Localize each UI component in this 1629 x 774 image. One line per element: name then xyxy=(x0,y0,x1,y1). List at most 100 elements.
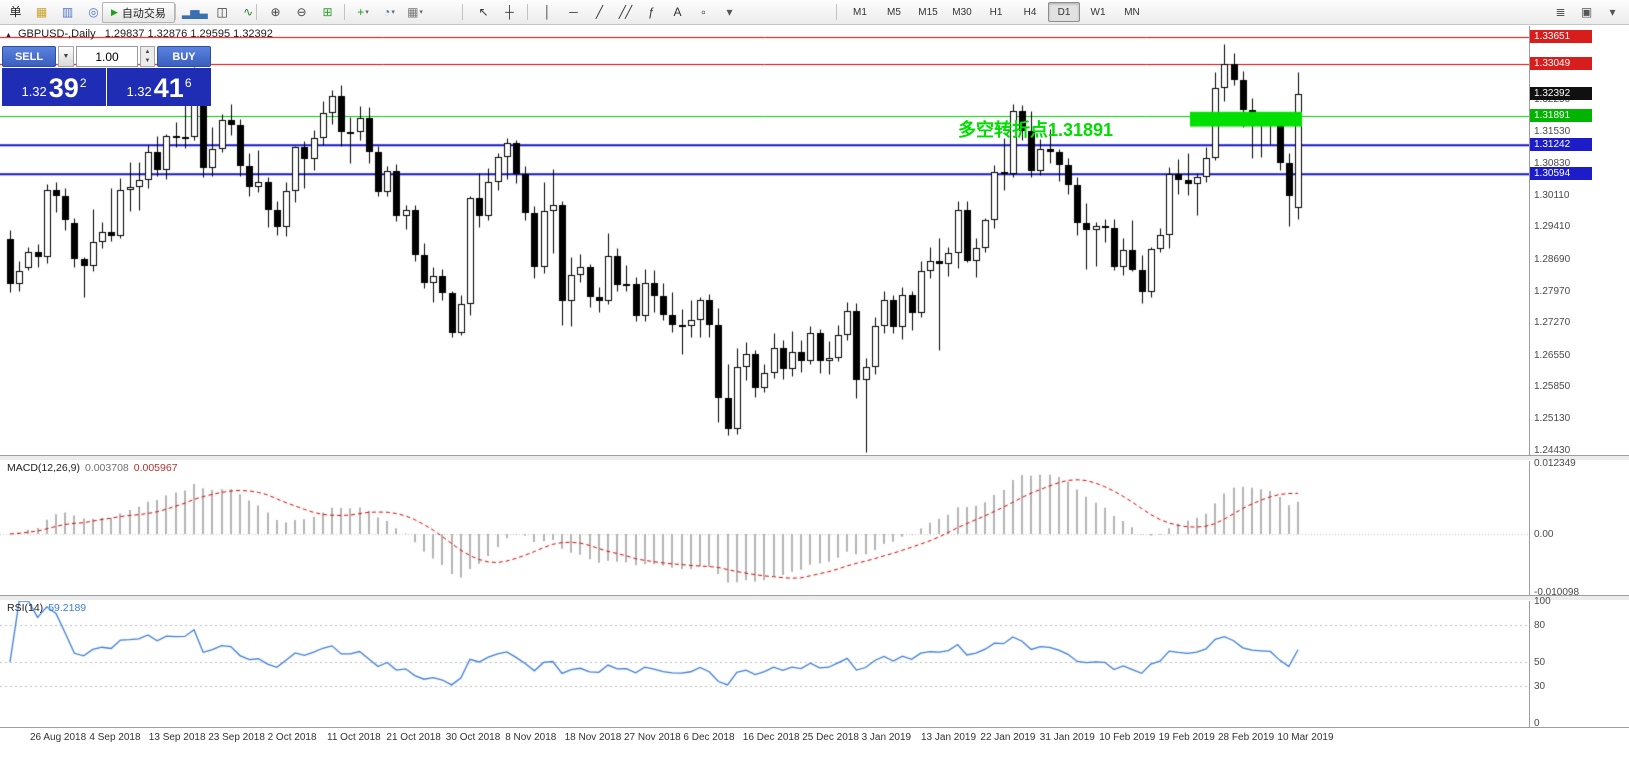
horizontal-line-icon[interactable]: ─ xyxy=(569,5,577,19)
bar-chart-icon[interactable]: ▂▅▃ xyxy=(182,5,208,19)
rsi-value: 59.2189 xyxy=(48,602,87,614)
axis-label: 1.30830 xyxy=(1534,157,1571,169)
zoom-out-icon[interactable]: ⊖ xyxy=(296,5,306,19)
objects-dropdown-icon[interactable]: ▾ xyxy=(726,5,732,19)
price-badge: 1.32392 xyxy=(1530,86,1592,100)
vertical-line-icon[interactable]: │ xyxy=(543,5,551,19)
indicators-icon-dropdown[interactable]: ▾ xyxy=(365,9,369,16)
timeframe-w1-button[interactable]: W1 xyxy=(1090,6,1106,18)
trendline-icon[interactable]: ╱ xyxy=(595,5,603,19)
axis-label: 100 xyxy=(1534,596,1551,607)
date-label: 6 Dec 2018 xyxy=(683,732,735,743)
timeframe-m15-button[interactable]: M15 xyxy=(918,6,938,18)
buy-button[interactable]: BUY xyxy=(157,46,211,67)
macd-value-2: 0.005967 xyxy=(133,462,178,474)
sell-price-box[interactable]: 1.32 39 2 xyxy=(2,68,106,106)
axis-label: 0.012349 xyxy=(1534,458,1576,469)
rsi-panel-canvas[interactable] xyxy=(0,600,1529,727)
date-label: 11 Oct 2018 xyxy=(327,732,381,743)
axis-label: 1.27970 xyxy=(1534,285,1571,297)
buy-price-big: 41 xyxy=(153,73,184,104)
timeframe-mn-button[interactable]: MN xyxy=(1124,6,1140,18)
panel-divider[interactable] xyxy=(0,455,1629,461)
toolbar-separator xyxy=(527,4,528,20)
periods-icon[interactable]: ◔ ▾ xyxy=(383,5,395,19)
profiles-icon[interactable]: ▦ xyxy=(35,5,47,19)
text-icon[interactable]: A xyxy=(673,5,681,19)
volume-input[interactable] xyxy=(76,46,138,67)
indicators-icon[interactable]: + ▾ xyxy=(357,5,369,19)
toolbar-separator xyxy=(344,4,345,20)
more-options-icon[interactable]: ▾ xyxy=(1609,5,1615,19)
volume-spinner[interactable]: ▲ ▼ xyxy=(140,46,155,67)
spinner-down-icon[interactable]: ▼ xyxy=(144,58,151,65)
one-click-trading-panel: SELL ▼ ▲ ▼ BUY 1.32 39 2 1.32 41 6 xyxy=(2,46,211,106)
date-label: 10 Feb 2019 xyxy=(1099,732,1156,743)
date-label: 4 Sep 2018 xyxy=(89,732,141,743)
sell-dropdown-icon[interactable]: ▼ xyxy=(58,46,74,67)
sell-button[interactable]: SELL xyxy=(2,46,56,67)
toolbar-objects-group: │ ─ ╱ ╱╱ ƒ A ▫ ▾ xyxy=(534,1,742,23)
autotrading-button[interactable]: ▶ 自动交易 xyxy=(102,2,175,23)
chart-shift-icon[interactable]: ≣ xyxy=(1555,5,1565,19)
axis-label: 1.31530 xyxy=(1534,126,1571,138)
zoom-in-icon[interactable]: ⊕ xyxy=(270,5,280,19)
timeframe-d1-button[interactable]: D1 xyxy=(1048,2,1080,22)
date-label: 25 Dec 2018 xyxy=(802,732,859,743)
axis-label: 0.00 xyxy=(1534,528,1554,540)
templates-icon-dropdown[interactable]: ▾ xyxy=(419,9,423,16)
axis-label: 50 xyxy=(1534,657,1546,668)
auto-scroll-icon[interactable]: ▣ xyxy=(1580,5,1592,19)
candlestick-chart-icon[interactable]: ◫ xyxy=(216,5,228,19)
axis-label: 1.28690 xyxy=(1534,253,1571,265)
date-label: 13 Jan 2019 xyxy=(921,732,977,743)
axis-label: 30 xyxy=(1534,681,1546,693)
crosshair-icon[interactable]: ┼ xyxy=(505,5,513,19)
timeframe-m1-button[interactable]: M1 xyxy=(853,6,867,18)
ohlc-values: 1.29837 1.32876 1.29595 1.32392 xyxy=(104,28,273,40)
templates-icon[interactable]: ▦ ▾ xyxy=(407,5,423,19)
axis-label: 0 xyxy=(1534,718,1540,729)
market-watch-icon[interactable]: ▥ xyxy=(61,5,73,19)
toolbar-separator xyxy=(175,4,176,20)
axis-label: 1.29410 xyxy=(1534,221,1571,233)
strategy-tester-icon[interactable]: ◎ xyxy=(88,5,99,19)
chart-title: ▲ GBPUSD-,Daily 1.29837 1.32876 1.29595 … xyxy=(5,28,273,40)
buy-price-box[interactable]: 1.32 41 6 xyxy=(107,68,211,106)
channel-icon[interactable]: ╱╱ xyxy=(618,5,632,19)
timeframe-m5-button[interactable]: M5 xyxy=(887,6,901,18)
toolbar-window-group: ⊞ xyxy=(314,1,340,23)
toolbar-timeframes-group: M1 M5 M15 M30 H1 H4 D1 W1 MN xyxy=(843,1,1149,23)
toolbar-chart-type-group: ▂▅▃ ◫ ∿ xyxy=(180,1,261,23)
line-chart-icon[interactable]: ∿ xyxy=(243,5,253,19)
date-label: 27 Nov 2018 xyxy=(624,732,681,743)
date-label: 28 Feb 2019 xyxy=(1218,732,1275,743)
date-label: 2 Oct 2018 xyxy=(267,732,317,743)
price-axis-border xyxy=(1529,26,1530,728)
timeframe-h1-button[interactable]: H1 xyxy=(989,6,1003,18)
tile-windows-icon[interactable]: ⊞ xyxy=(322,5,332,19)
panel-divider[interactable] xyxy=(0,595,1629,601)
cursor-icon[interactable]: ↖ xyxy=(478,5,488,19)
buy-price-sup: 6 xyxy=(184,76,192,90)
time-axis[interactable]: 26 Aug 2018 4 Sep 2018 13 Sep 2018 23 Sep 2… xyxy=(0,727,1629,749)
periods-icon-dropdown[interactable]: ▾ xyxy=(391,9,395,16)
timeframe-h4-button[interactable]: H4 xyxy=(1023,6,1037,18)
date-label: 30 Oct 2018 xyxy=(445,732,501,743)
toolbar-system-group: 单 ▦ ▥ ◎ xyxy=(2,1,106,23)
date-label: 26 Aug 2018 xyxy=(30,732,87,743)
fibonacci-icon[interactable]: ƒ xyxy=(648,5,655,19)
toolbar-insert-group: + ▾ ◔ ▾ ▦ ▾ xyxy=(350,1,428,23)
new-order-icon[interactable]: 单 xyxy=(9,5,21,19)
main-chart-canvas[interactable] xyxy=(0,26,1529,455)
shapes-icon[interactable]: ▫ xyxy=(701,5,705,19)
spinner-up-icon[interactable]: ▲ xyxy=(144,48,151,55)
date-label: 10 Mar 2019 xyxy=(1277,732,1334,743)
timeframe-m30-button[interactable]: M30 xyxy=(952,6,972,18)
axis-label: -0.010098 xyxy=(1534,587,1580,598)
macd-name: MACD(12,26,9) xyxy=(7,462,80,474)
axis-label: 1.25850 xyxy=(1534,380,1571,392)
date-label: 8 Nov 2018 xyxy=(505,732,557,743)
date-label: 31 Jan 2019 xyxy=(1039,732,1095,743)
macd-panel-canvas[interactable] xyxy=(0,460,1529,595)
